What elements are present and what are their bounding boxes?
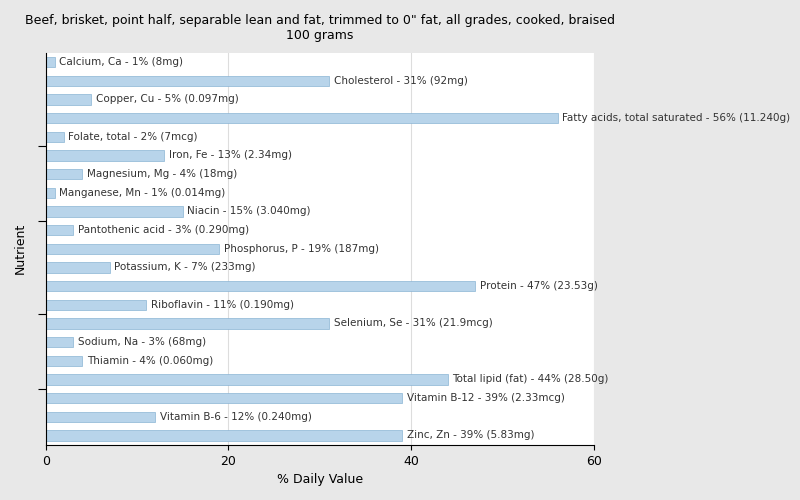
Text: Iron, Fe - 13% (2.34mg): Iron, Fe - 13% (2.34mg) [169, 150, 292, 160]
Bar [46, 374, 448, 384]
Bar [46, 356, 82, 366]
Text: Selenium, Se - 31% (21.9mcg): Selenium, Se - 31% (21.9mcg) [334, 318, 492, 328]
Text: Phosphorus, P - 19% (187mg): Phosphorus, P - 19% (187mg) [224, 244, 379, 254]
Bar [46, 430, 402, 440]
Bar [46, 393, 402, 404]
Text: Pantothenic acid - 3% (0.290mg): Pantothenic acid - 3% (0.290mg) [78, 225, 249, 235]
Bar [46, 318, 329, 328]
Bar [46, 169, 82, 179]
Text: Fatty acids, total saturated - 56% (11.240g): Fatty acids, total saturated - 56% (11.2… [562, 113, 790, 123]
Text: Folate, total - 2% (7mcg): Folate, total - 2% (7mcg) [69, 132, 198, 142]
Bar [46, 225, 73, 235]
Text: Copper, Cu - 5% (0.097mg): Copper, Cu - 5% (0.097mg) [96, 94, 238, 104]
Bar [46, 188, 54, 198]
Text: Cholesterol - 31% (92mg): Cholesterol - 31% (92mg) [334, 76, 467, 86]
Bar [46, 113, 558, 124]
Text: Vitamin B-12 - 39% (2.33mcg): Vitamin B-12 - 39% (2.33mcg) [406, 393, 565, 403]
Bar [46, 150, 165, 160]
Text: Sodium, Na - 3% (68mg): Sodium, Na - 3% (68mg) [78, 337, 206, 347]
Bar [46, 76, 329, 86]
Bar [46, 337, 73, 347]
Bar [46, 244, 219, 254]
Title: Beef, brisket, point half, separable lean and fat, trimmed to 0" fat, all grades: Beef, brisket, point half, separable lea… [25, 14, 615, 42]
Bar [46, 300, 146, 310]
Bar [46, 262, 110, 272]
Text: Niacin - 15% (3.040mg): Niacin - 15% (3.040mg) [187, 206, 311, 216]
Bar [46, 94, 91, 104]
Text: Magnesium, Mg - 4% (18mg): Magnesium, Mg - 4% (18mg) [86, 169, 237, 179]
X-axis label: % Daily Value: % Daily Value [277, 473, 363, 486]
Bar [46, 57, 54, 67]
Bar [46, 132, 64, 142]
Text: Calcium, Ca - 1% (8mg): Calcium, Ca - 1% (8mg) [59, 57, 183, 67]
Text: Thiamin - 4% (0.060mg): Thiamin - 4% (0.060mg) [86, 356, 213, 366]
Text: Protein - 47% (23.53g): Protein - 47% (23.53g) [480, 281, 598, 291]
Bar [46, 412, 155, 422]
Text: Manganese, Mn - 1% (0.014mg): Manganese, Mn - 1% (0.014mg) [59, 188, 226, 198]
Y-axis label: Nutrient: Nutrient [14, 223, 27, 274]
Text: Zinc, Zn - 39% (5.83mg): Zinc, Zn - 39% (5.83mg) [406, 430, 534, 440]
Text: Riboflavin - 11% (0.190mg): Riboflavin - 11% (0.190mg) [150, 300, 294, 310]
Text: Potassium, K - 7% (233mg): Potassium, K - 7% (233mg) [114, 262, 256, 272]
Bar [46, 281, 475, 291]
Bar [46, 206, 182, 216]
Text: Vitamin B-6 - 12% (0.240mg): Vitamin B-6 - 12% (0.240mg) [160, 412, 312, 422]
Text: Total lipid (fat) - 44% (28.50g): Total lipid (fat) - 44% (28.50g) [453, 374, 609, 384]
